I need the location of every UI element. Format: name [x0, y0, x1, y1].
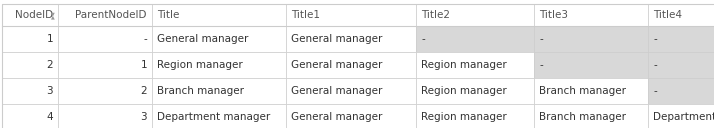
Text: -: - [653, 34, 657, 44]
Text: 3: 3 [141, 112, 147, 122]
Bar [286, 52, 416, 78]
Bar [286, 104, 416, 128]
Text: Region manager: Region manager [421, 112, 507, 122]
Text: Title4: Title4 [653, 10, 682, 20]
Text: -: - [653, 86, 657, 96]
Text: 1: 1 [141, 60, 147, 70]
Bar [58, 52, 152, 78]
Text: Branch manager: Branch manager [157, 86, 244, 96]
Bar [648, 52, 714, 78]
Bar [648, 4, 714, 26]
Text: Region manager: Region manager [421, 86, 507, 96]
Text: General manager: General manager [291, 112, 383, 122]
Bar [286, 78, 416, 104]
Text: NodeID: NodeID [15, 10, 53, 20]
Bar [648, 26, 714, 52]
Text: -: - [539, 34, 543, 44]
Bar [58, 78, 152, 104]
Text: 1: 1 [46, 34, 53, 44]
Bar [152, 26, 286, 52]
Bar [58, 26, 152, 52]
Bar [152, 78, 286, 104]
Bar [648, 104, 714, 128]
Text: Branch manager: Branch manager [539, 112, 626, 122]
Text: Title: Title [157, 10, 179, 20]
Text: 2: 2 [46, 60, 53, 70]
Bar [152, 52, 286, 78]
Text: General manager: General manager [291, 34, 383, 44]
Bar [534, 52, 648, 78]
Text: -: - [653, 60, 657, 70]
Text: 2: 2 [141, 86, 147, 96]
Bar [534, 78, 648, 104]
Bar [416, 52, 534, 78]
Text: Title2: Title2 [421, 10, 450, 20]
Text: Department manager: Department manager [157, 112, 271, 122]
Bar [416, 4, 534, 26]
Bar [286, 4, 416, 26]
Bar [152, 4, 286, 26]
Text: 4: 4 [46, 112, 53, 122]
Bar [2, 26, 58, 52]
Text: General manager: General manager [291, 86, 383, 96]
Text: Region manager: Region manager [421, 60, 507, 70]
Text: Region manager: Region manager [157, 60, 243, 70]
Bar [534, 104, 648, 128]
Bar [58, 104, 152, 128]
Text: ParentNodeID: ParentNodeID [76, 10, 147, 20]
Bar [534, 26, 648, 52]
Text: -: - [421, 34, 425, 44]
Text: General manager: General manager [291, 60, 383, 70]
Bar [416, 104, 534, 128]
Bar [2, 78, 58, 104]
Bar [2, 52, 58, 78]
Text: Branch manager: Branch manager [539, 86, 626, 96]
Bar [152, 104, 286, 128]
Text: 3: 3 [46, 86, 53, 96]
Bar [534, 4, 648, 26]
Bar [286, 26, 416, 52]
Text: Title3: Title3 [539, 10, 568, 20]
Bar [2, 104, 58, 128]
Text: -: - [144, 34, 147, 44]
Text: General manager: General manager [157, 34, 248, 44]
Text: ▲: ▲ [51, 14, 55, 19]
Text: ▼: ▼ [51, 11, 55, 16]
Bar [2, 4, 58, 26]
Text: -: - [539, 60, 543, 70]
Bar [58, 4, 152, 26]
Bar [648, 78, 714, 104]
Text: Department manager: Department manager [653, 112, 714, 122]
Text: Title1: Title1 [291, 10, 320, 20]
Bar [416, 78, 534, 104]
Bar [416, 26, 534, 52]
